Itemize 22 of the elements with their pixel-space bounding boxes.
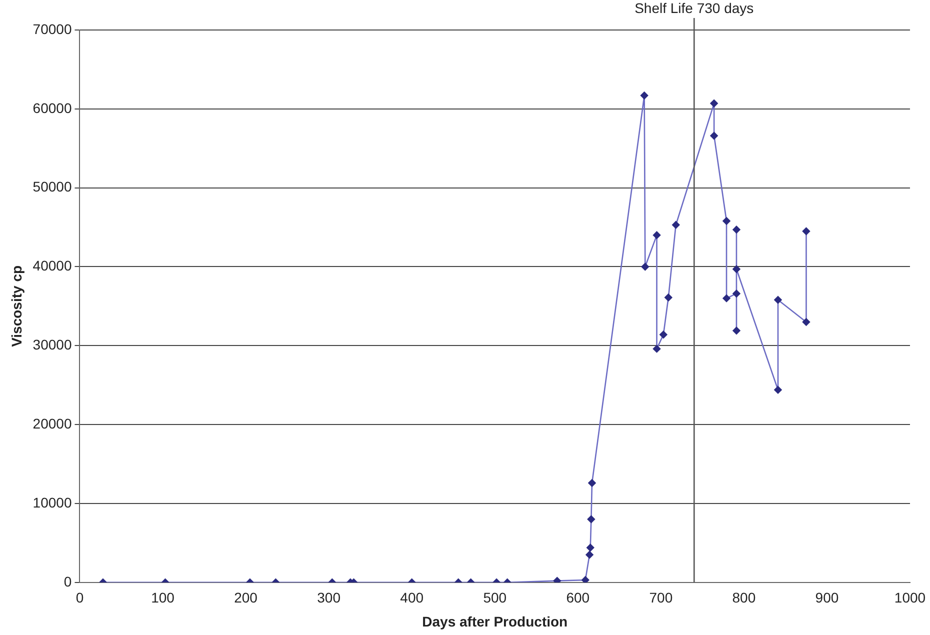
x-tick-label: 300 <box>317 590 341 606</box>
y-tick-label: 70000 <box>32 20 72 37</box>
x-tick-label: 600 <box>566 590 590 606</box>
y-axis-title: Viscosity cp <box>8 265 24 347</box>
x-tick-label: 1000 <box>894 590 926 606</box>
x-axis-title: Days after Production <box>422 613 568 630</box>
ref-line-label: Shelf Life 730 days <box>634 0 754 16</box>
x-tick-label: 800 <box>732 590 756 606</box>
y-tick-label: 0 <box>64 573 72 590</box>
x-tick-label: 400 <box>400 590 424 606</box>
y-tick-label: 60000 <box>32 100 72 116</box>
y-tick-label: 40000 <box>32 258 72 274</box>
y-tick-label: 30000 <box>32 336 72 353</box>
x-tick-label: 500 <box>483 590 507 606</box>
x-tick-label: 200 <box>234 590 258 606</box>
y-tick-label: 50000 <box>32 178 72 195</box>
y-tick-label: 20000 <box>32 415 72 432</box>
x-tick-label: 700 <box>649 590 673 606</box>
x-tick-label: 900 <box>815 590 839 606</box>
y-tick-label: 10000 <box>32 494 72 510</box>
x-tick-label: 100 <box>151 590 175 606</box>
x-tick-label: 0 <box>76 590 84 606</box>
